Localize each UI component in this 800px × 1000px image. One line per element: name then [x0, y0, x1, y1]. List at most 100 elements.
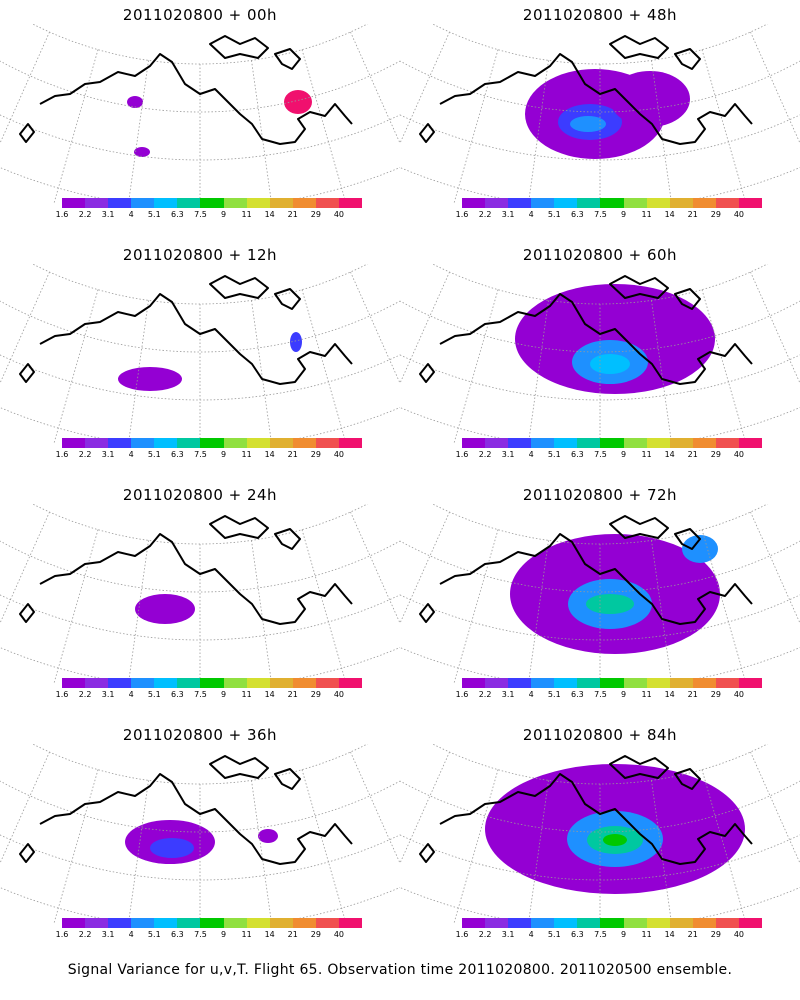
colorbar	[462, 678, 763, 688]
colorbar-tick-label: 9	[220, 930, 227, 939]
colorbar-swatch	[154, 918, 178, 928]
colorbar-labels: 1.6 2.2 3.1 4 5.1 6.3 7.5 9 11 14 21 29 40	[56, 690, 362, 702]
colorbar	[62, 918, 363, 928]
meridian-line	[750, 31, 800, 145]
meridian-line	[651, 60, 673, 204]
meridian-line	[53, 529, 99, 684]
colorbar-labels: 1.6 2.2 3.1 4 5.1 6.3 7.5 9 11 14 21 29 40	[456, 450, 762, 462]
colorbar-tick-label: 2.2	[78, 450, 92, 459]
colorbar-tick-label: 11	[641, 210, 652, 219]
colorbar-tick-label: 4	[528, 210, 534, 219]
meridian-line	[453, 769, 499, 924]
meridian-line	[0, 31, 50, 145]
colorbar-swatch	[623, 198, 647, 208]
colorbar-tick-label: 9	[620, 690, 627, 699]
colorbar-tick-label: 40	[333, 690, 345, 699]
colorbar-swatch	[715, 918, 739, 928]
latitude-line	[31, 504, 369, 545]
colorbar-tick-label: 5.1	[547, 690, 561, 699]
colorbar-labels: 1.6 2.2 3.1 4 5.1 6.3 7.5 9 11 14 21 29 40	[456, 210, 762, 222]
latitude-line	[0, 166, 400, 204]
meridian-line	[796, 504, 800, 649]
colorbar-tick-label: 29	[710, 450, 721, 459]
map-panel: 2011020800 + 12h 1.6 2.2 3.1 4 5.1 6.3 7.5 9 11 14…	[0, 240, 400, 485]
colorbar-tick-label: 1.6	[55, 930, 69, 939]
map-panel: 2011020800 + 36h 1.6 2.2 3.1 4 5.1 6.3 7.5 9 11 14…	[0, 720, 400, 965]
colorbar-tick-label: 2.2	[78, 930, 92, 939]
colorbar-swatch	[246, 918, 270, 928]
colorbar-swatch	[338, 678, 363, 688]
polar-map	[400, 744, 800, 924]
colorbar-swatch	[600, 438, 624, 448]
latitude-line	[31, 744, 369, 785]
coastline	[419, 275, 753, 385]
colorbar-swatch	[85, 678, 109, 688]
meridian-line	[453, 529, 499, 684]
colorbar-swatch	[554, 678, 578, 688]
meridian-line	[350, 751, 400, 865]
colorbar-swatch	[623, 678, 647, 688]
latitude-line	[0, 406, 400, 444]
colorbar-swatch	[692, 438, 716, 448]
coastline	[419, 755, 753, 865]
variance-region	[590, 354, 630, 374]
polar-map	[400, 504, 800, 684]
meridian-line	[701, 289, 747, 444]
colorbar	[62, 438, 363, 448]
colorbar-tick-label: 1.6	[55, 690, 69, 699]
colorbar-swatch	[508, 918, 532, 928]
colorbar-tick-label: 7.5	[194, 690, 207, 699]
colorbar-tick-label: 14	[264, 930, 275, 939]
colorbar-tick-label: 29	[310, 930, 321, 939]
meridian-line	[400, 511, 450, 625]
meridian-line	[350, 271, 400, 385]
colorbar-tick-label: 3.1	[101, 210, 115, 219]
colorbar-swatch	[338, 918, 363, 928]
colorbar-tick-label: 29	[710, 210, 721, 219]
colorbar-swatch	[669, 198, 693, 208]
variance-region	[135, 594, 195, 624]
colorbar-tick-label: 14	[664, 450, 675, 459]
colorbar-swatch	[131, 198, 155, 208]
map-panel: 2011020800 + 84h 1.6 2.2 3.1 4 5.1 6.3 7.5 9 11 14…	[400, 720, 800, 965]
colorbar-swatch	[177, 678, 201, 688]
colorbar-labels: 1.6 2.2 3.1 4 5.1 6.3 7.5 9 11 14 21 29 40	[56, 210, 362, 222]
colorbar-tick-label: 40	[733, 450, 745, 459]
colorbar-tick-label: 5.1	[147, 690, 161, 699]
colorbar-tick-label: 9	[220, 210, 227, 219]
colorbar-tick-label: 9	[220, 450, 227, 459]
variance-region	[586, 594, 634, 614]
colorbar-tick-label: 29	[710, 930, 721, 939]
meridian-line	[651, 780, 673, 924]
colorbar-swatch	[62, 438, 86, 448]
colorbar-tick-label: 21	[687, 210, 698, 219]
variance-region	[258, 829, 278, 843]
meridian-line	[127, 60, 149, 204]
colorbar-swatch	[462, 678, 486, 688]
colorbar-tick-label: 4	[528, 690, 534, 699]
latitude-line	[431, 504, 769, 545]
colorbar-tick-label: 5.1	[147, 210, 161, 219]
meridian-line	[750, 511, 800, 625]
colorbar-swatch	[554, 198, 578, 208]
coastline	[19, 275, 353, 385]
variance-region	[134, 147, 150, 157]
meridian-line	[350, 31, 400, 145]
colorbar-swatch	[269, 198, 293, 208]
latitude-line	[0, 60, 400, 113]
colorbar-swatch	[692, 198, 716, 208]
colorbar-tick-label: 9	[620, 450, 627, 459]
colorbar-tick-label: 9	[620, 930, 627, 939]
meridian-line	[251, 540, 273, 684]
colorbar-swatch	[177, 918, 201, 928]
latitude-line	[400, 886, 800, 924]
colorbar-tick-label: 29	[710, 690, 721, 699]
colorbar-tick-label: 3.1	[101, 930, 115, 939]
colorbar-swatch	[200, 918, 224, 928]
colorbar-tick-label: 1.6	[455, 690, 469, 699]
colorbar-swatch	[292, 438, 316, 448]
colorbar-tick-label: 9	[220, 690, 227, 699]
colorbar-swatch	[131, 438, 155, 448]
polar-map	[0, 264, 400, 444]
colorbar-swatch	[154, 198, 178, 208]
